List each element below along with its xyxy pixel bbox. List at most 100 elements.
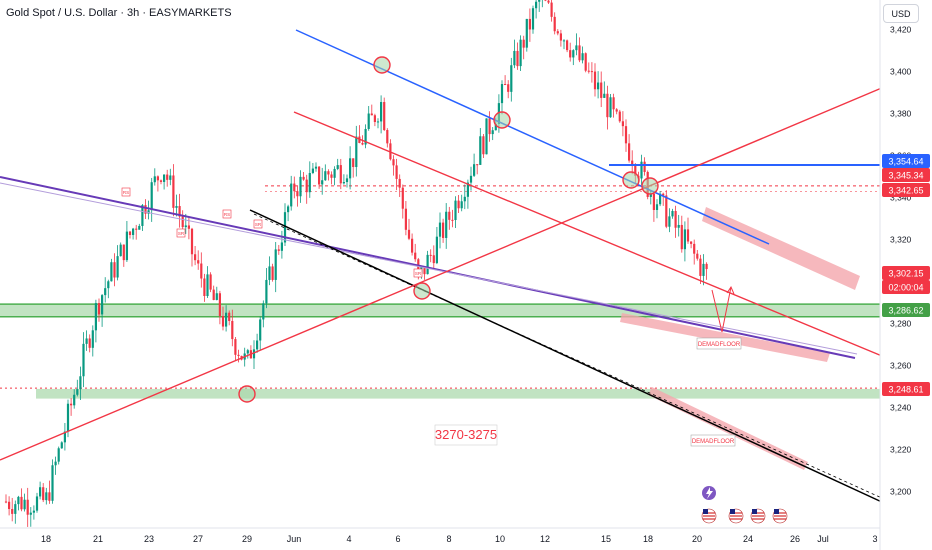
time-tick-label: 3	[872, 534, 877, 544]
candle-body	[621, 121, 624, 127]
candle-body	[547, 0, 550, 3]
candle-body	[91, 330, 94, 348]
candle-body	[612, 97, 615, 110]
candle-body	[101, 295, 104, 315]
candle-body	[373, 115, 376, 122]
candles	[4, 0, 708, 527]
candle-body	[528, 18, 531, 30]
candle-body	[367, 113, 370, 129]
time-tick-label: 4	[346, 534, 351, 544]
candle-body	[566, 40, 569, 51]
lightning-icon-glyph	[706, 487, 713, 499]
candle-body	[584, 53, 587, 71]
candle-body	[104, 288, 107, 296]
candle-body	[20, 496, 23, 510]
candle-body	[404, 208, 407, 230]
candle-body	[587, 70, 590, 72]
time-tick-label: 8	[446, 534, 451, 544]
candle-body	[23, 499, 26, 510]
candle-body	[287, 206, 290, 213]
candle-body	[398, 178, 401, 188]
price-tick-label: 3,400	[890, 67, 912, 77]
candle-body	[128, 231, 132, 235]
candle-body	[283, 212, 287, 243]
marker-label: SR	[255, 222, 262, 227]
candle-body	[339, 165, 342, 184]
touch-circle	[373, 56, 391, 74]
candle-body	[246, 350, 249, 354]
candle-body	[699, 258, 702, 276]
candle-body	[686, 229, 690, 242]
candle-body	[305, 179, 308, 193]
candle-body	[628, 143, 631, 161]
candle-body	[432, 255, 435, 264]
candle-body	[370, 113, 373, 116]
touch-circle	[641, 177, 659, 195]
candle-body	[215, 293, 218, 300]
candle-body	[414, 252, 417, 260]
candle-body	[674, 211, 677, 228]
candle-body	[280, 242, 283, 251]
candle-body	[107, 281, 110, 289]
candle-body	[190, 228, 194, 255]
time-tick-label: 21	[93, 534, 103, 544]
touch-circle	[413, 282, 431, 300]
candle-body	[48, 492, 51, 501]
currency-button[interactable]: USD	[883, 4, 919, 23]
candle-body	[200, 263, 203, 279]
candle-body	[538, 0, 541, 2]
candle-body	[624, 126, 628, 144]
badge-3342: 3,342.65	[888, 186, 923, 196]
candle-body	[336, 165, 339, 169]
demand-zone-upper	[0, 304, 880, 317]
candle-body	[181, 216, 184, 228]
candle-body	[559, 33, 562, 41]
candle-body	[39, 487, 42, 497]
candle-body	[314, 166, 318, 169]
candle-body	[327, 171, 330, 175]
candle-body	[355, 136, 358, 168]
candle-body	[652, 193, 655, 210]
candle-body	[696, 253, 699, 259]
candle-body	[411, 238, 414, 253]
annotations: 3270-3275 DEMADFLOOR DEMADFLOOR RS SR RS SR SR	[121, 187, 742, 447]
marker-label: SR	[178, 231, 185, 236]
candle-body	[600, 82, 603, 98]
candle-body	[376, 121, 380, 123]
candle-body	[603, 93, 606, 98]
candle-body	[299, 176, 302, 197]
candle-body	[125, 231, 128, 261]
candle-body	[364, 128, 367, 145]
candle-body	[572, 50, 575, 58]
purple-channel-line	[0, 182, 858, 355]
candle-body	[318, 166, 321, 185]
candle-body	[29, 512, 32, 515]
price-tick-label: 3,340	[890, 193, 912, 203]
candle-body	[132, 228, 135, 235]
candle-body	[522, 39, 525, 48]
candle-body	[35, 496, 39, 511]
candle-body	[324, 171, 327, 181]
candle-body	[482, 136, 485, 155]
candle-body	[252, 349, 256, 359]
candle-body	[66, 403, 70, 432]
badge-3286: 3,286.62	[888, 306, 923, 316]
candle-body	[63, 431, 66, 443]
time-tick-label: 20	[692, 534, 702, 544]
candle-body	[221, 315, 225, 327]
time-tick-label: 15	[601, 534, 611, 544]
candle-body	[163, 174, 166, 182]
chart-title: Gold Spot / U.S. Dollar · 3h · EASYMARKE…	[6, 7, 232, 19]
marker-box	[413, 268, 423, 278]
candle-body	[70, 403, 73, 406]
candle-body	[361, 142, 364, 145]
candle-body	[11, 509, 14, 514]
marker-label: RS	[224, 212, 230, 217]
candle-body	[57, 448, 60, 462]
badge-3342-bg	[882, 183, 930, 197]
candle-body	[197, 260, 200, 264]
event-icons	[701, 486, 788, 524]
price-tick-label: 3,420	[890, 25, 912, 35]
candle-body	[581, 53, 584, 61]
